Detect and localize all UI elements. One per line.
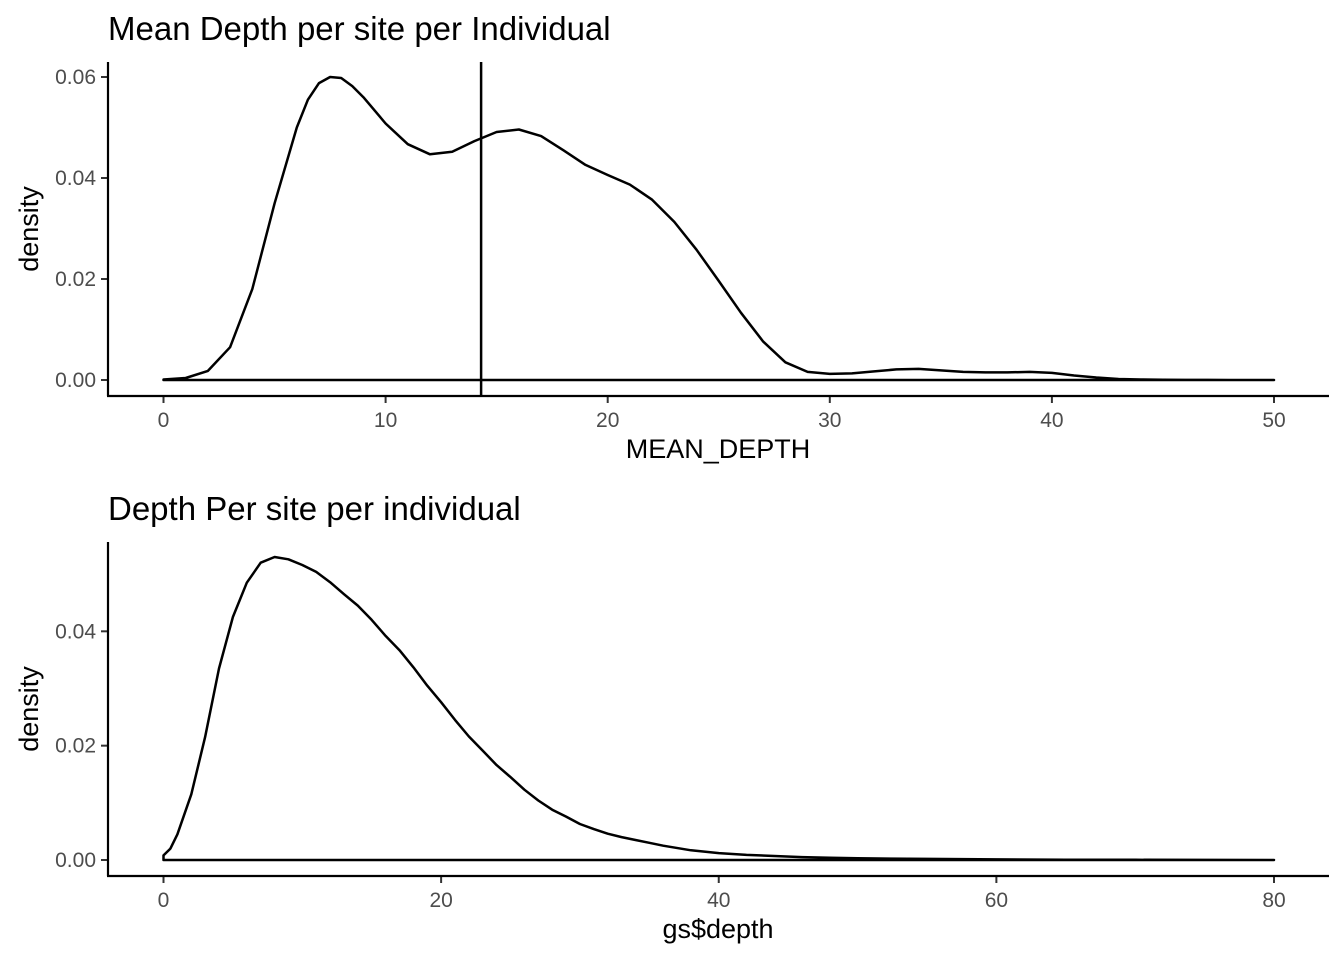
- y-axis-title: density: [14, 666, 44, 752]
- x-tick-label: 50: [1262, 409, 1285, 432]
- y-tick-label: 0.06: [55, 66, 96, 89]
- y-tick-label: 0.00: [55, 369, 96, 392]
- density-curve: [162, 75, 1276, 382]
- y-axis-title: density: [14, 186, 44, 272]
- y-tick-label: 0.02: [55, 268, 96, 291]
- x-tick-label: 60: [985, 889, 1008, 912]
- x-axis-title: gs$depth: [662, 914, 773, 944]
- x-tick-label: 40: [707, 889, 730, 912]
- chart-title: Depth Per site per individual: [108, 490, 521, 527]
- y-tick-label: 0.04: [55, 620, 96, 643]
- x-tick-label: 10: [374, 409, 397, 432]
- mean-depth-panel: Mean Depth per site per Individual MEAN_…: [14, 10, 1329, 464]
- x-tick-label: 0: [158, 409, 170, 432]
- x-tick-label: 0: [158, 889, 170, 912]
- y-tick-label: 0.00: [55, 849, 96, 872]
- x-tick-label: 30: [818, 409, 841, 432]
- density-curve: [162, 555, 1276, 862]
- x-tick-label: 40: [1040, 409, 1063, 432]
- y-tick-label: 0.02: [55, 735, 96, 758]
- depth-panel: Depth Per site per individual gs$depth d…: [14, 490, 1329, 944]
- x-tick-label: 20: [596, 409, 619, 432]
- chart-title: Mean Depth per site per Individual: [108, 10, 611, 47]
- x-tick-label: 80: [1262, 889, 1285, 912]
- y-tick-label: 0.04: [55, 167, 96, 190]
- x-axis-title: MEAN_DEPTH: [626, 434, 811, 464]
- x-tick-label: 20: [429, 889, 452, 912]
